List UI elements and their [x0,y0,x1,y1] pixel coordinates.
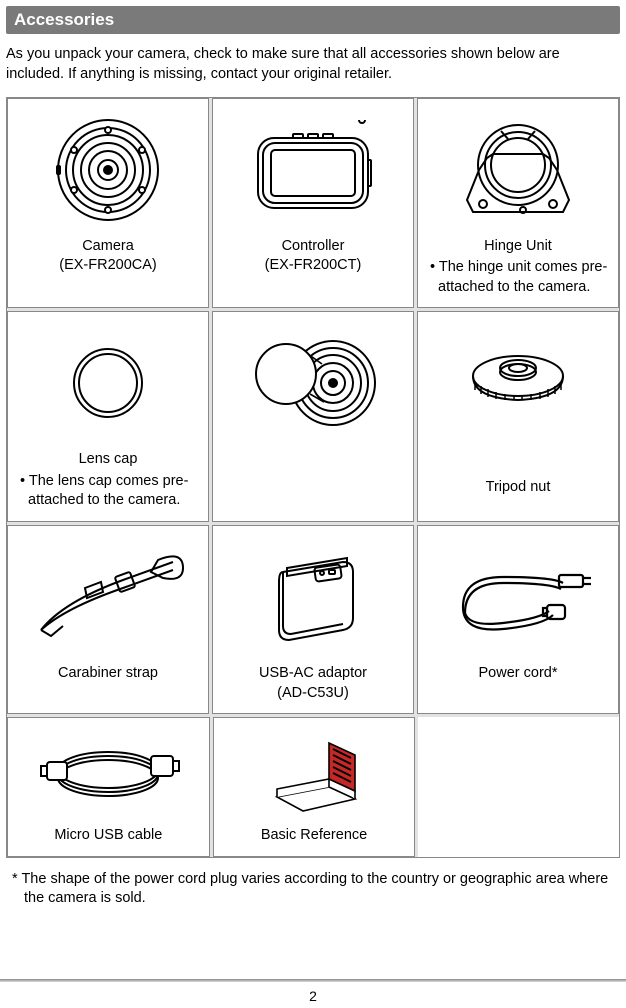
cell-controller: Controller (EX-FR200CT) [212,98,414,309]
asterisk: * [552,665,558,681]
text: Controller [282,238,345,254]
controller-label: Controller (EX-FR200CT) [265,237,362,276]
cell-tripodnut: Tripod nut [417,311,619,522]
grid-row: Micro USB cable [7,717,619,857]
lenscap-label: Lens cap [79,450,138,470]
cell-basicref: Basic Reference [213,717,416,857]
lens-cap-icon [16,318,200,448]
page-number: 2 [0,988,626,1004]
intro-text: As you unpack your camera, check to make… [6,44,620,85]
cell-lenscap-attach [212,311,414,522]
text: (EX-FR200CT) [265,257,362,273]
cell-powercord: Power cord* [417,525,619,714]
footnote-mark: * [12,871,18,887]
tripodnut-label: Tripod nut [486,478,551,498]
cell-hinge: Hinge Unit • The hinge unit comes pre-at… [417,98,619,309]
text: Camera [82,238,134,254]
powercord-label: Power cord* [479,664,558,684]
hinge-label: Hinge Unit [484,237,552,257]
camera-icon [16,105,200,235]
usb-ac-adaptor-icon [221,532,405,662]
hinge-note: • The hinge unit comes pre-attached to t… [426,258,610,297]
footnote-text: The shape of the power cord plug varies … [21,871,608,907]
micro-usb-cable-icon [16,724,201,824]
grid-row: Carabiner strap USB-AC adaptor [7,525,619,714]
camera-label: Camera (EX-FR200CA) [59,237,157,276]
cell-empty [418,717,619,857]
basic-reference-icon [222,724,407,824]
section-header: Accessories [6,6,620,34]
text: (AD-C53U) [277,685,349,701]
text: (EX-FR200CA) [59,257,157,273]
basicref-label: Basic Reference [261,826,367,846]
text: USB-AC adaptor [259,665,367,681]
footnote: * The shape of the power cord plug varie… [6,870,620,909]
power-cord-icon [426,532,610,662]
carabiner-label: Carabiner strap [58,664,158,684]
tripod-nut-icon [426,318,610,448]
cell-camera: Camera (EX-FR200CA) [7,98,209,309]
cell-usbac: USB-AC adaptor (AD-C53U) [212,525,414,714]
accessories-grid: Camera (EX-FR200CA) [6,97,620,858]
grid-row: Camera (EX-FR200CA) [7,98,619,309]
controller-icon [221,105,405,235]
hinge-unit-icon [426,105,610,235]
usbac-label: USB-AC adaptor (AD-C53U) [259,664,367,703]
cell-lenscap: Lens cap • The lens cap comes pre-attach… [7,311,209,522]
lenscap-note: • The lens cap comes pre-attached to the… [16,472,200,511]
lens-cap-attach-icon [221,318,405,448]
cell-carabiner: Carabiner strap [7,525,209,714]
carabiner-strap-icon [16,532,200,662]
text: Power cord [479,665,552,681]
cell-microusb: Micro USB cable [7,717,210,857]
microusb-label: Micro USB cable [54,826,162,846]
grid-row: Lens cap • The lens cap comes pre-attach… [7,311,619,522]
footer-divider [0,979,626,982]
